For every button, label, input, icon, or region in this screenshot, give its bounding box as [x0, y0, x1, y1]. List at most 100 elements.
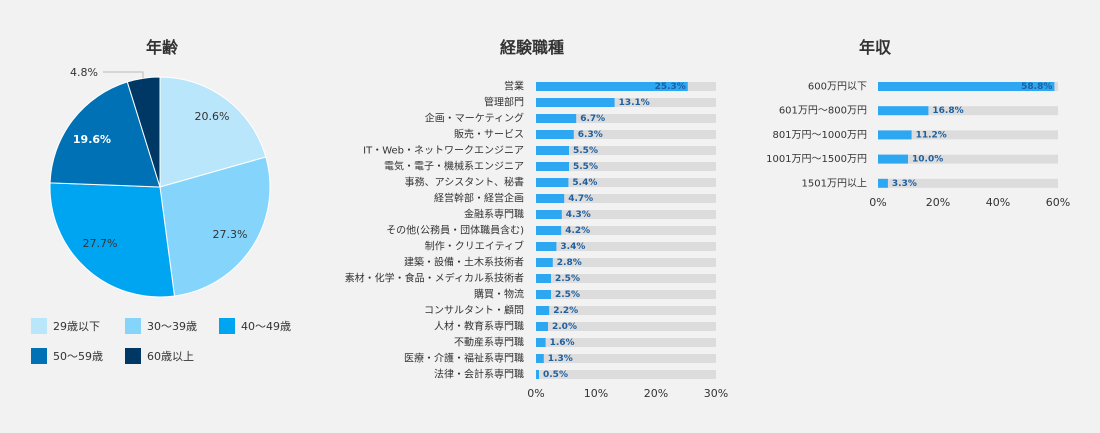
bar: [536, 354, 544, 363]
bar-category-label: 人材・教育系専門職: [434, 320, 524, 333]
bar: [536, 210, 562, 219]
experience-chart-title: 経験職種: [499, 38, 564, 57]
legend-label: 60歳以上: [147, 350, 194, 363]
legend-item: 30〜39歳: [125, 318, 219, 334]
x-tick-label: 20%: [644, 387, 668, 400]
bar: [878, 178, 888, 188]
bar-track: [536, 210, 716, 219]
pie-value-label: 27.3%: [213, 228, 248, 241]
bar: [536, 130, 574, 139]
bar-track: [536, 242, 716, 251]
bar-category-label: 1501万円以上: [802, 177, 867, 189]
bar-category-label: 電気・電子・機械系エンジニア: [384, 160, 524, 173]
bar-category-label: 法律・会計系専門職: [434, 368, 524, 381]
bar-category-label: 不動産系専門職: [454, 336, 524, 349]
legend-swatch: [219, 318, 235, 334]
bar-track: [536, 338, 716, 347]
bar-value-label: 6.7%: [580, 114, 605, 124]
pie-slice: [49, 182, 176, 298]
x-tick-label: 0%: [527, 387, 544, 400]
bar-track: [536, 226, 716, 235]
pie-slice: [49, 81, 161, 188]
bar-category-label: 経営幹部・経営企画: [434, 192, 524, 205]
legend-label: 40〜49歳: [241, 320, 291, 333]
bar-category-label: 営業: [504, 80, 524, 93]
bar-category-label: 801万円〜1000万円: [772, 130, 867, 141]
bar-track: [536, 354, 716, 363]
bar-category-label: 素材・化学・食品・メディカル系技術者: [345, 272, 524, 285]
bar-value-label: 2.0%: [552, 322, 577, 332]
bar-track: [536, 114, 716, 123]
pie-slice: [126, 76, 161, 188]
x-tick-label: 20%: [926, 196, 950, 209]
bar-value-label: 5.4%: [572, 178, 597, 188]
bar-value-label: 11.2%: [916, 130, 947, 140]
bar-value-label: 16.8%: [932, 106, 963, 116]
bar-category-label: 販売・サービス: [454, 128, 524, 141]
bar-value-label: 58.8%: [1021, 82, 1052, 92]
bar-track: [536, 306, 716, 315]
bar-category-label: 購買・物流: [474, 288, 524, 301]
bar-value-label: 1.3%: [548, 354, 573, 364]
legend-item: 29歳以下: [31, 318, 125, 334]
age-legend: 29歳以下 30〜39歳 40〜49歳 50〜59歳 60歳以上: [31, 318, 331, 364]
bar: [878, 106, 929, 116]
bar: [878, 130, 912, 140]
bar: [536, 226, 562, 235]
bar-category-label: 601万円〜800万円: [779, 106, 867, 117]
bar: [536, 178, 569, 187]
bar-category-label: 金融系専門職: [464, 208, 524, 221]
bar-track: [536, 98, 716, 107]
pie-value-label: 27.7%: [83, 237, 118, 250]
pie-value-label: 4.8%: [70, 66, 98, 79]
bar-category-label: 600万円以下: [808, 82, 867, 93]
bar-value-label: 2.5%: [555, 290, 580, 300]
bar: [536, 322, 548, 331]
bar-value-label: 2.5%: [555, 274, 580, 284]
bar-value-label: 10.0%: [912, 155, 943, 165]
bar-value-label: 2.2%: [553, 306, 578, 316]
bar: [536, 82, 688, 91]
pie-leader-line: [103, 71, 144, 78]
bar-value-label: 13.1%: [619, 98, 650, 108]
bar-track: [536, 146, 716, 155]
bar-category-label: コンサルタント・顧問: [424, 304, 524, 317]
bar-track: [878, 154, 1058, 164]
bar-value-label: 6.3%: [578, 130, 603, 140]
x-tick-label: 10%: [584, 387, 608, 400]
legend-swatch: [31, 348, 47, 364]
pie-value-label: 19.6%: [73, 133, 111, 146]
bar: [536, 194, 565, 203]
legend-swatch: [125, 318, 141, 334]
bar-value-label: 5.5%: [573, 146, 598, 156]
bar-value-label: 0.5%: [543, 370, 568, 380]
bar-track: [536, 162, 716, 171]
x-tick-label: 40%: [986, 196, 1010, 209]
x-tick-label: 0%: [869, 196, 886, 209]
pie-slice: [159, 156, 271, 297]
bar-category-label: 制作・クリエイティブ: [425, 240, 524, 253]
bar-value-label: 25.3%: [655, 82, 686, 92]
bar-category-label: 管理部門: [484, 96, 524, 109]
legend-item: 40〜49歳: [219, 318, 313, 334]
legend-label: 50〜59歳: [53, 350, 103, 363]
legend-item: 60歳以上: [125, 348, 219, 364]
bar: [536, 146, 569, 155]
bar-track: [536, 370, 716, 379]
bar: [536, 338, 546, 347]
bar-track: [878, 106, 1058, 116]
bar: [878, 82, 1055, 91]
income-chart-title: 年収: [858, 38, 891, 57]
x-tick-label: 60%: [1046, 196, 1070, 209]
bar-track: [536, 274, 716, 283]
bar-track: [536, 258, 716, 267]
bar-track: [536, 290, 716, 299]
bar-category-label: 企画・マーケティング: [425, 112, 524, 125]
bar: [536, 242, 557, 251]
bar-track: [536, 322, 716, 331]
bar: [536, 306, 550, 315]
bar-track: [878, 130, 1058, 140]
age-chart-title: 年齢: [145, 38, 178, 57]
bar-value-label: 3.4%: [560, 242, 585, 252]
